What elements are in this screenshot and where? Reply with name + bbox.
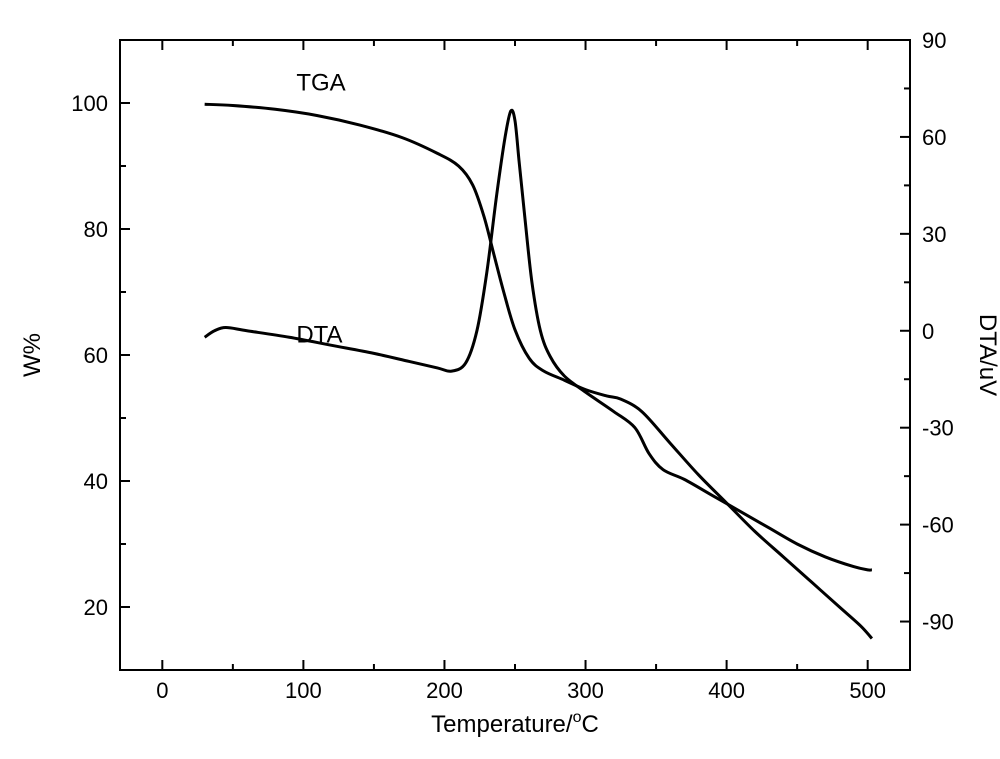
svg-text:60: 60 [922, 125, 946, 150]
svg-text:0: 0 [922, 319, 934, 344]
tga-dta-chart: 0 100 200 300 400 500 20 40 60 80 100 -90 -60 -30 0 30 6… [0, 0, 1000, 759]
svg-text:DTA/uV: DTA/uV [974, 314, 1000, 396]
svg-text:60: 60 [84, 343, 108, 368]
svg-text:Temperature/oC: Temperature/oC [431, 709, 599, 738]
svg-text:-90: -90 [922, 610, 954, 635]
svg-text:-30: -30 [922, 416, 954, 441]
svg-text:TGA: TGA [296, 69, 345, 96]
svg-text:100: 100 [71, 91, 108, 116]
svg-text:90: 90 [922, 28, 946, 53]
svg-text:20: 20 [84, 595, 108, 620]
svg-text:400: 400 [708, 678, 745, 703]
svg-text:80: 80 [84, 217, 108, 242]
svg-text:100: 100 [285, 678, 322, 703]
svg-text:500: 500 [849, 678, 886, 703]
svg-text:-60: -60 [922, 513, 954, 538]
svg-text:30: 30 [922, 222, 946, 247]
svg-text:0: 0 [156, 678, 168, 703]
svg-text:W%: W% [19, 333, 46, 377]
svg-text:40: 40 [84, 469, 108, 494]
svg-text:DTA: DTA [296, 321, 342, 348]
svg-text:200: 200 [426, 678, 463, 703]
svg-text:300: 300 [567, 678, 604, 703]
chart-container: 0 100 200 300 400 500 20 40 60 80 100 -90 -60 -30 0 30 6… [0, 0, 1000, 759]
